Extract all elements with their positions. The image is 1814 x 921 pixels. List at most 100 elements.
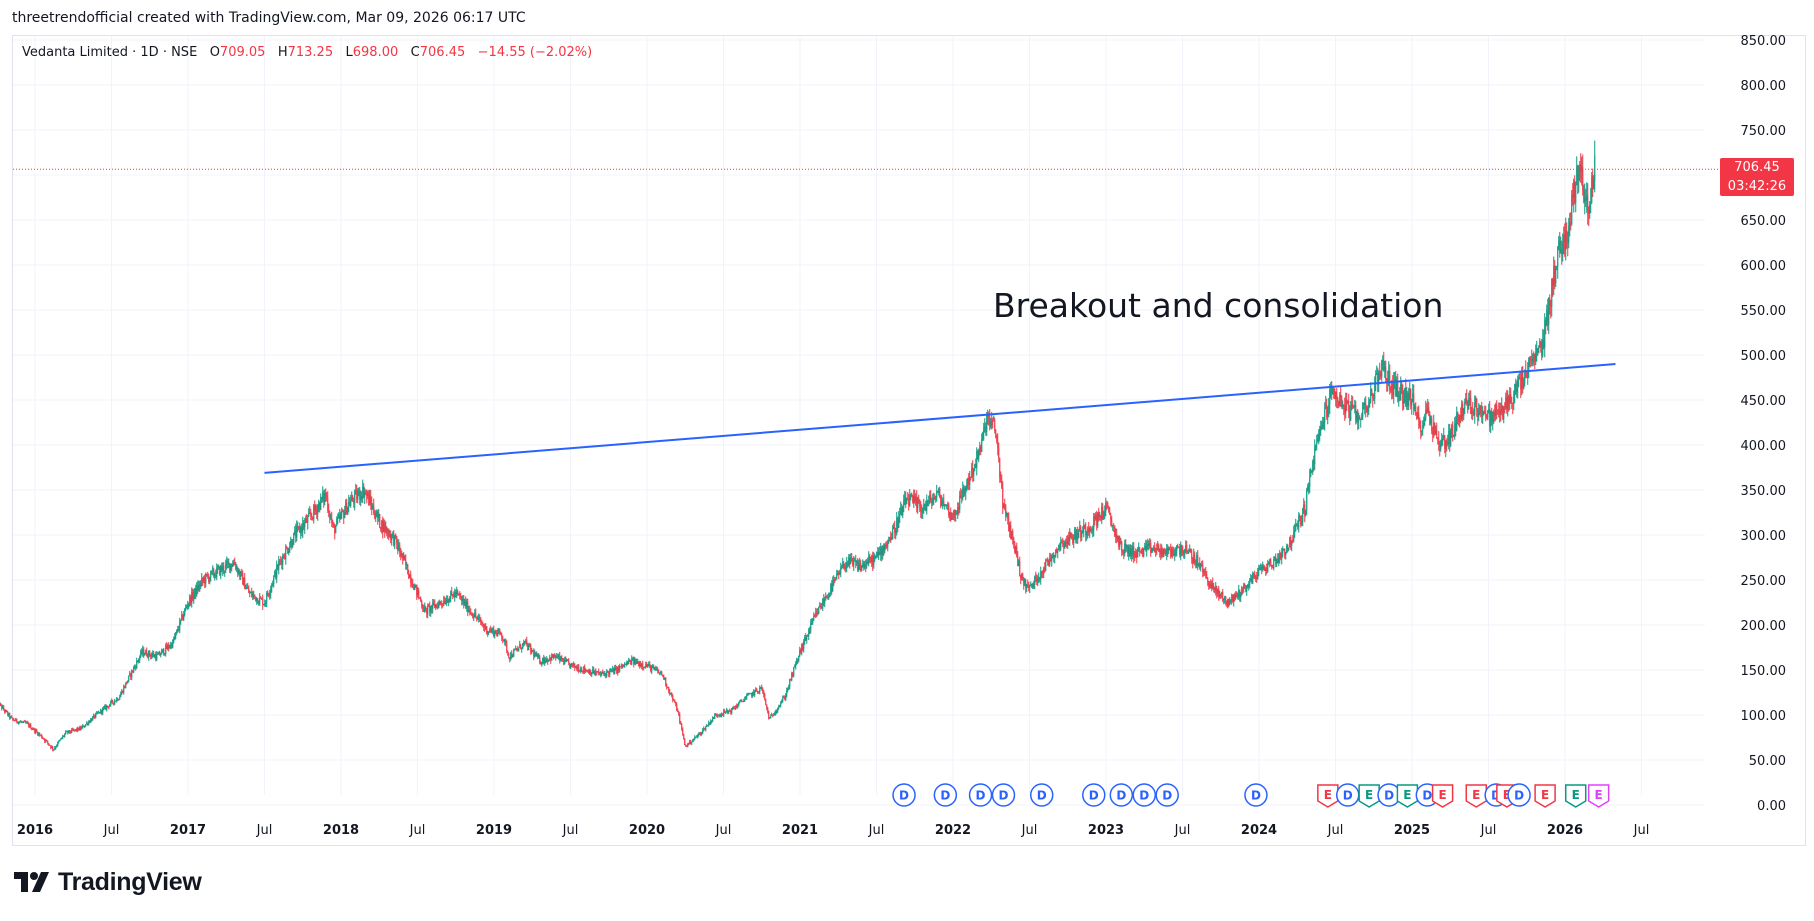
candle — [389, 529, 391, 538]
candle — [188, 602, 190, 609]
candle — [616, 666, 618, 675]
candle — [277, 563, 279, 571]
candle — [460, 592, 462, 601]
candle — [65, 730, 67, 735]
time-axis[interactable]: 2016 Jul 2017 Jul 2018 Jul 2019 Jul 2020 Jul 2021 J… — [17, 823, 1649, 838]
dividend-marker[interactable]: D — [1335, 783, 1360, 807]
price-axis[interactable]: 850.00800.00750.00700.00650.00600.00550.… — [1741, 34, 1787, 814]
candle — [104, 704, 106, 710]
earnings-marker[interactable]: E — [1431, 784, 1454, 808]
candle — [1517, 375, 1519, 399]
earnings-marker[interactable]: E — [1358, 784, 1380, 808]
event-markers[interactable]: DDDDDDDDDDEDEDEDEEDEDEEE — [892, 783, 1610, 808]
candle — [815, 607, 817, 619]
candle — [750, 692, 752, 695]
candle — [410, 570, 412, 588]
last-price-badge: 706.45 03:42:26 — [1720, 158, 1794, 196]
candle — [47, 740, 49, 745]
candle — [1459, 414, 1461, 428]
earnings-marker[interactable]: E — [1564, 784, 1587, 808]
dividend-marker[interactable]: D — [933, 783, 958, 807]
candle — [1400, 376, 1402, 401]
candle — [906, 497, 908, 505]
candle — [1261, 564, 1263, 574]
candle — [1013, 536, 1015, 549]
candle — [727, 709, 729, 715]
candle — [420, 596, 422, 603]
candle — [1125, 539, 1127, 553]
candle — [1405, 378, 1407, 408]
candle — [1280, 552, 1282, 561]
earnings-marker[interactable]: E — [1534, 784, 1556, 808]
candle — [551, 653, 553, 661]
trendline[interactable] — [264, 363, 1616, 474]
candle — [1349, 405, 1351, 426]
candle — [320, 493, 322, 511]
candle — [1140, 550, 1142, 554]
dividend-marker[interactable]: D — [892, 783, 916, 807]
candle — [134, 664, 136, 670]
earnings-marker[interactable]: E — [1396, 784, 1419, 808]
candle — [1269, 558, 1271, 568]
candle — [406, 562, 408, 570]
dividend-marker[interactable]: D — [1155, 783, 1179, 807]
candle — [437, 601, 439, 610]
candle — [624, 661, 626, 668]
dividend-marker[interactable]: D — [991, 783, 1016, 807]
dividend-marker[interactable]: D — [1029, 783, 1054, 807]
earnings-marker[interactable]: E — [1465, 784, 1488, 808]
candle — [1357, 409, 1359, 431]
candle — [1117, 535, 1119, 542]
earnings-marker[interactable]: E — [1587, 784, 1610, 808]
dividend-marker[interactable]: D — [1082, 783, 1106, 807]
candle — [494, 630, 496, 639]
candle — [828, 592, 830, 600]
candle — [1566, 222, 1568, 249]
candle — [1526, 371, 1528, 379]
tradingview-logo[interactable]: TradingView — [14, 868, 202, 897]
candle — [54, 746, 56, 750]
candle — [1445, 440, 1447, 458]
candle — [499, 628, 501, 636]
candle — [446, 595, 448, 607]
candle — [163, 647, 165, 656]
candle — [776, 709, 778, 714]
candle — [747, 692, 749, 696]
candle — [948, 502, 950, 518]
dividend-marker[interactable]: D — [1507, 783, 1531, 807]
candle — [1382, 355, 1384, 371]
candle — [1362, 402, 1364, 420]
candle — [960, 488, 962, 499]
candle — [1441, 433, 1443, 447]
candle — [963, 484, 965, 498]
y-tick-label: 150.00 — [1741, 664, 1787, 679]
candle — [1354, 399, 1356, 414]
candlestick-series[interactable] — [0, 140, 1596, 752]
earnings-marker[interactable]: E — [1317, 784, 1339, 808]
candle — [1443, 427, 1445, 441]
candle — [1199, 557, 1201, 570]
candle — [968, 473, 970, 491]
candle — [1453, 434, 1455, 438]
dividend-marker[interactable]: D — [968, 783, 993, 807]
candle — [608, 671, 610, 678]
chart-annotation[interactable]: Breakout and consolidation — [993, 286, 1444, 325]
candle — [1573, 178, 1575, 213]
candle — [918, 494, 920, 504]
candle — [1157, 540, 1159, 551]
candle — [850, 553, 852, 565]
candle — [1095, 512, 1097, 521]
candle — [1, 704, 3, 711]
candle — [295, 523, 297, 543]
dividend-marker[interactable]: D — [1132, 783, 1156, 807]
candle — [1502, 405, 1504, 421]
candle — [1166, 543, 1168, 561]
dividend-marker[interactable]: D — [1244, 783, 1268, 807]
chart-frame[interactable] — [12, 35, 1806, 846]
candle — [805, 633, 807, 642]
dividend-marker[interactable]: D — [1109, 783, 1134, 807]
candle — [540, 660, 542, 665]
candle — [1200, 562, 1202, 572]
legend-high-value: 713.25 — [287, 45, 334, 60]
